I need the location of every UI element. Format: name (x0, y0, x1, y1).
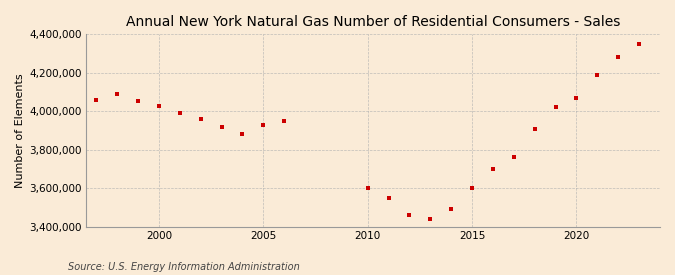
Point (174, 111, 185, 115)
Point (466, 186, 477, 190)
Point (195, 117, 206, 121)
Point (279, 119, 290, 123)
Point (446, 207, 456, 211)
Point (153, 104, 164, 109)
Point (613, 55, 624, 60)
Point (571, 96, 582, 100)
Y-axis label: Number of Elements: Number of Elements (15, 73, 25, 188)
Point (258, 122, 269, 127)
Point (592, 73, 603, 77)
Point (383, 196, 394, 200)
Point (362, 186, 373, 190)
Point (508, 155, 519, 160)
Point (487, 167, 498, 171)
Point (404, 213, 415, 217)
Point (112, 92, 123, 96)
Point (634, 42, 645, 46)
Point (425, 217, 436, 221)
Point (529, 126, 540, 131)
Point (216, 124, 227, 129)
Title: Annual New York Natural Gas Number of Residential Consumers - Sales: Annual New York Natural Gas Number of Re… (126, 15, 620, 29)
Point (132, 98, 143, 103)
Point (91, 98, 102, 102)
Point (237, 132, 248, 136)
Point (550, 105, 561, 110)
Text: Source: U.S. Energy Information Administration: Source: U.S. Energy Information Administ… (68, 262, 299, 272)
